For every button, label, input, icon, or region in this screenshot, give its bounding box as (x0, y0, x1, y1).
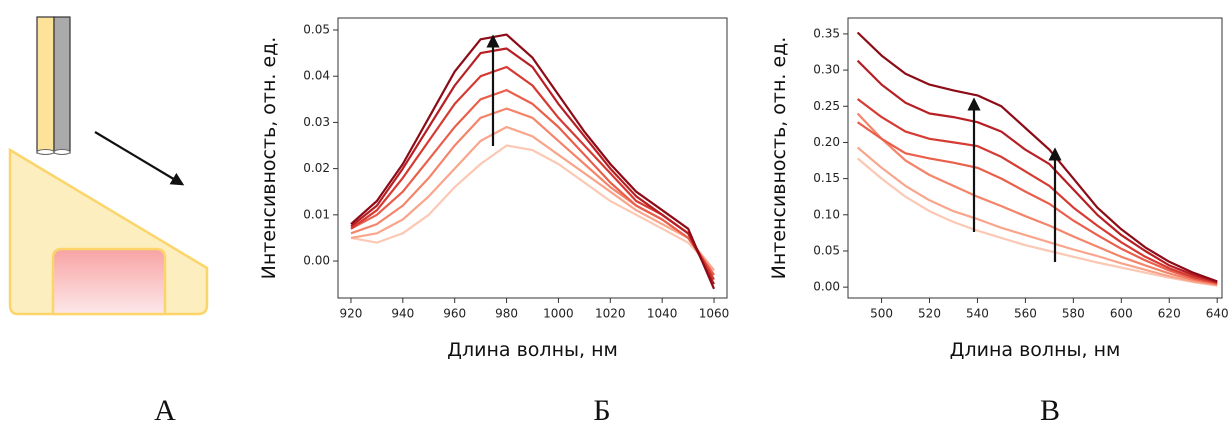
series-line (350, 47, 715, 285)
y-tick-label: 0.00 (303, 254, 330, 268)
plots: 0.00 0.01 0.02 0.03 0.04 0.05 920 940 960 980 1000… (258, 17, 1229, 361)
series-line (350, 65, 715, 281)
y-tick-label: 0.15 (813, 171, 840, 185)
y-tick-label: 0.30 (813, 63, 840, 77)
panel-label: Б (593, 394, 610, 427)
y-tick-label: 0.02 (303, 161, 330, 175)
series-line (856, 146, 1218, 287)
x-tick-label: 620 (1158, 307, 1181, 321)
x-tick-label: 600 (1110, 307, 1133, 321)
x-tick-label: 640 (1206, 307, 1229, 321)
series-line (856, 121, 1218, 285)
x-tick-label: 1040 (647, 307, 678, 321)
tube-end (36, 149, 55, 155)
y-tick-label: 0.35 (813, 26, 840, 40)
series-line (350, 89, 715, 276)
tube-end (53, 149, 71, 155)
x-tick-label: 960 (443, 307, 466, 321)
y-tick-label: 0.25 (813, 99, 840, 113)
diagram (8, 16, 209, 316)
series-line (856, 157, 1218, 287)
x-tick-label: 1060 (699, 307, 730, 321)
tube-yellow (36, 16, 55, 154)
x-tick-label: 560 (1014, 307, 1037, 321)
x-tick-label: 1020 (595, 307, 626, 321)
x-tick-label: 520 (918, 307, 941, 321)
panel-label: А (154, 394, 176, 427)
x-axis-label: Длина волны, нм (950, 339, 1121, 361)
y-tick-label: 0.05 (303, 23, 330, 37)
tube-gray (53, 16, 71, 154)
y-tick-label: 0.01 (303, 207, 330, 221)
x-tick-label: 920 (340, 307, 363, 321)
series-line (856, 98, 1218, 284)
x-axis-label: Длина волны, нм (447, 339, 618, 361)
y-tick-label: 0.03 (303, 115, 330, 129)
series-line (350, 107, 715, 276)
plot-frame (847, 17, 1223, 299)
series-line (856, 59, 1218, 284)
x-tick-label: 500 (870, 307, 893, 321)
series-line (856, 112, 1218, 286)
y-axis-label: Интенсивность, отн. ед. (768, 37, 790, 280)
panel-label: В (1040, 394, 1060, 427)
y-tick-label: 0.04 (303, 69, 330, 83)
light-arrow (94, 131, 185, 186)
y-tick-label: 0.10 (813, 207, 840, 221)
y-tick-label: 0.20 (813, 135, 840, 149)
x-tick-label: 540 (966, 307, 989, 321)
sample (51, 247, 167, 316)
series-line (350, 125, 715, 271)
series-line (350, 33, 716, 290)
plot-frame (337, 17, 728, 299)
series-line (350, 144, 715, 272)
y-axis-label: Интенсивность, отн. ед. (258, 37, 280, 280)
x-tick-label: 980 (495, 307, 518, 321)
y-tick-label: 0.00 (813, 280, 840, 294)
y-tick-label: 0.05 (813, 243, 840, 257)
series-line (856, 31, 1218, 283)
x-tick-label: 580 (1062, 307, 1085, 321)
x-tick-label: 1000 (543, 307, 574, 321)
x-tick-label: 940 (391, 307, 414, 321)
